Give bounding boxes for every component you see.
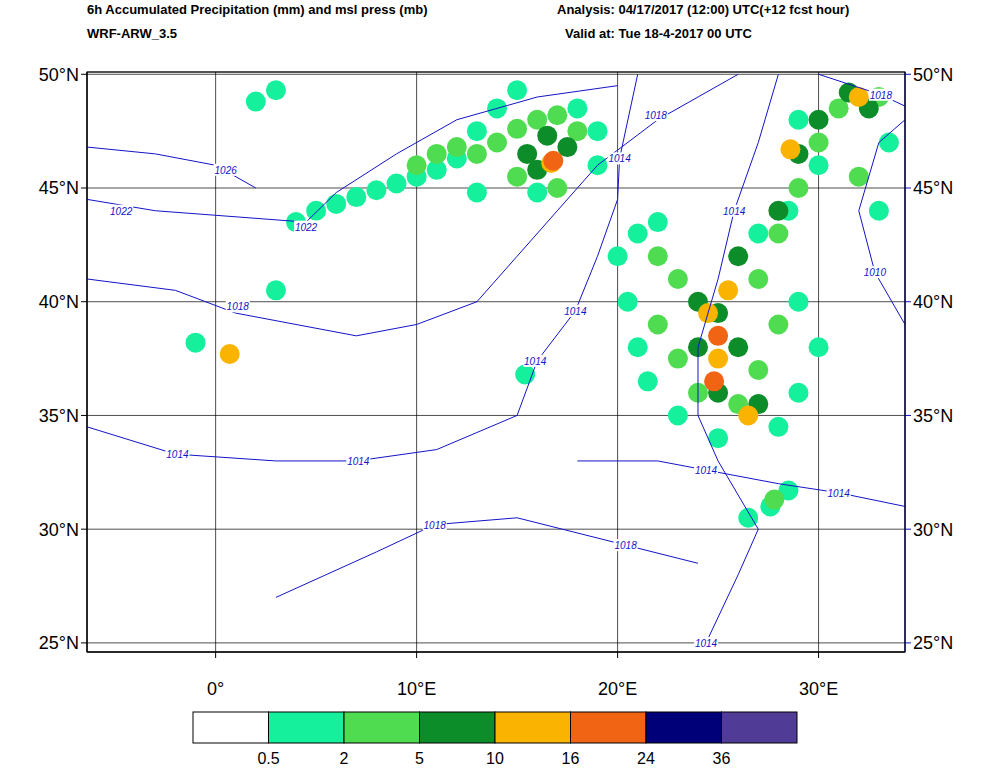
svg-text:10°E: 10°E [397, 679, 436, 699]
svg-text:45°N: 45°N [39, 178, 79, 198]
svg-text:45°N: 45°N [913, 178, 953, 198]
html-text:WRF-ARW_3.5: WRF-ARW_3.5 [87, 26, 177, 41]
svg-text:25°N: 25°N [39, 633, 79, 653]
svg-text:50°N: 50°N [913, 65, 953, 85]
svg-text:1018: 1018 [615, 540, 638, 551]
svg-text:30°E: 30°E [799, 679, 838, 699]
html-text:Valid at: Tue 18-4-2017 00 UTC: Valid at: Tue 18-4-2017 00 UTC [565, 26, 752, 41]
svg-text:1014: 1014 [347, 456, 370, 467]
svg-text:2: 2 [340, 750, 349, 767]
svg-text:5: 5 [415, 750, 424, 767]
svg-text:1018: 1018 [870, 90, 893, 101]
svg-text:24: 24 [637, 750, 655, 767]
svg-text:1026: 1026 [215, 165, 238, 176]
svg-text:10: 10 [486, 750, 504, 767]
svg-text:36: 36 [713, 750, 731, 767]
svg-text:1022: 1022 [110, 206, 133, 217]
svg-text:1014: 1014 [166, 449, 189, 460]
svg-text:25°N: 25°N [913, 633, 953, 653]
svg-text:30°N: 30°N [913, 520, 953, 540]
svg-text:1014: 1014 [828, 488, 851, 499]
svg-text:50°N: 50°N [39, 65, 79, 85]
svg-text:1018: 1018 [424, 520, 447, 531]
svg-text:40°N: 40°N [39, 292, 79, 312]
svg-text:0°: 0° [207, 679, 224, 699]
svg-text:1014: 1014 [723, 206, 746, 217]
svg-text:35°N: 35°N [39, 406, 79, 426]
svg-text:1022: 1022 [295, 222, 318, 233]
svg-text:0.5: 0.5 [257, 750, 279, 767]
svg-text:40°N: 40°N [913, 292, 953, 312]
svg-text:16: 16 [562, 750, 580, 767]
svg-text:1014: 1014 [524, 356, 547, 367]
html-text:Analysis: 04/17/2017 (12:00) U: Analysis: 04/17/2017 (12:00) UTC(+12 fcs… [557, 2, 850, 17]
svg-text:1014: 1014 [695, 638, 718, 649]
html-text:6h Accumulated Precipitation (: 6h Accumulated Precipitation (mm) and ms… [87, 2, 428, 17]
svg-text:1018: 1018 [227, 301, 250, 312]
svg-text:35°N: 35°N [913, 406, 953, 426]
svg-text:1014: 1014 [564, 306, 587, 317]
svg-text:30°N: 30°N [39, 520, 79, 540]
svg-text:20°E: 20°E [598, 679, 637, 699]
svg-text:1010: 1010 [864, 267, 887, 278]
svg-text:1014: 1014 [608, 153, 631, 164]
svg-text:1018: 1018 [645, 110, 668, 121]
svg-text:1014: 1014 [695, 465, 718, 476]
